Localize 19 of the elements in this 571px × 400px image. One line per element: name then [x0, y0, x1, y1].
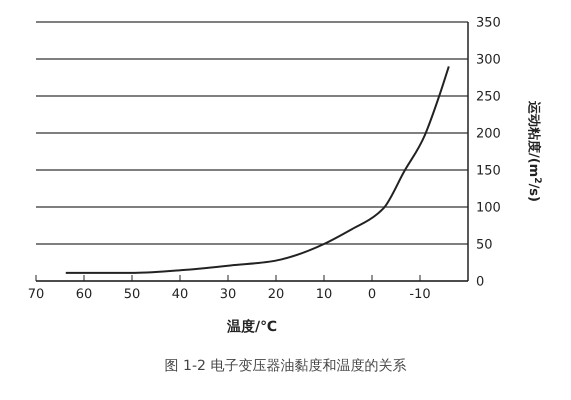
x-tick-label: 70 — [28, 287, 44, 302]
y-tick-label: 0 — [476, 274, 484, 290]
x-tick-label: 0 — [368, 287, 376, 302]
y-tick-label: 100 — [476, 200, 501, 216]
x-tick-label: 60 — [76, 287, 92, 302]
y-tick-label: 200 — [476, 126, 501, 142]
x-tick-label: 10 — [316, 287, 332, 302]
x-tick-label: 50 — [124, 287, 140, 302]
y-tick-label: 300 — [476, 52, 501, 68]
caption: 图 1-2 电子变压器油黏度和温度的关系 — [164, 357, 408, 375]
y-tick-label: 350 — [476, 16, 501, 31]
y-tick-label: 150 — [476, 164, 501, 179]
x-tick-label: -10 — [409, 287, 431, 302]
x-tick-label: 40 — [172, 287, 188, 302]
x-tick-label: 30 — [220, 287, 236, 302]
x-tick-label: 20 — [268, 287, 284, 302]
y-tick-label: 50 — [476, 238, 493, 253]
y-tick-label: 250 — [476, 90, 501, 105]
x-axis-title: 温度/℃ — [226, 318, 278, 335]
